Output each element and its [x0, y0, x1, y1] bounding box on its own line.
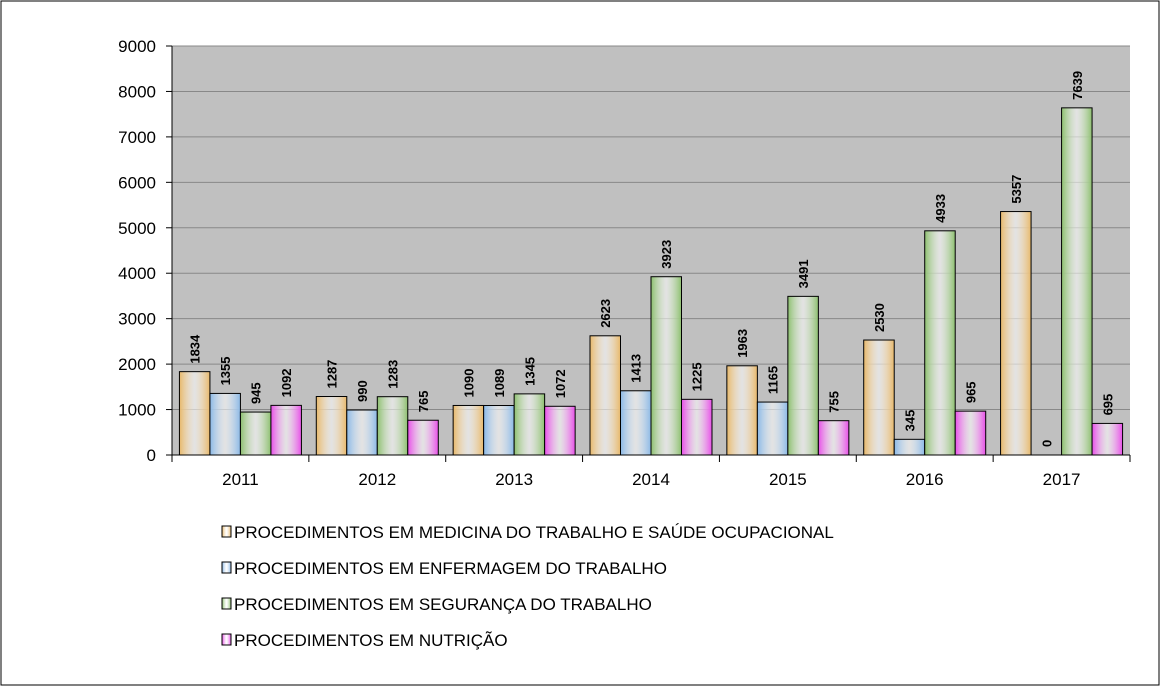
value-label: 945	[249, 382, 264, 404]
legend-swatch	[221, 597, 232, 610]
bar	[178, 371, 211, 456]
value-label: 1090	[461, 369, 476, 398]
value-label: 1963	[735, 329, 750, 358]
y-tick-label: 8000	[118, 82, 156, 101]
x-tick-label: 2017	[1043, 470, 1081, 489]
value-label: 765	[416, 391, 431, 413]
bar	[787, 295, 819, 456]
bar	[650, 276, 682, 456]
legend-label: PROCEDIMENTOS EM SEGURANÇA DO TRABALHO	[234, 595, 652, 614]
x-tick-label: 2014	[632, 470, 670, 489]
legend-swatch	[221, 525, 232, 538]
bar	[1091, 422, 1124, 456]
y-tick-label: 0	[147, 446, 156, 465]
value-label: 1287	[325, 360, 340, 389]
value-label: 3923	[659, 240, 674, 269]
bar	[924, 230, 956, 456]
value-label: 1092	[279, 368, 294, 397]
value-label: 2530	[872, 303, 887, 332]
bar	[756, 401, 789, 456]
legend-label: PROCEDIMENTOS EM ENFERMAGEM DO TRABALHO	[234, 559, 667, 578]
bar	[620, 390, 652, 456]
value-label: 4933	[933, 194, 948, 223]
bar	[1061, 107, 1093, 456]
value-label: 345	[902, 410, 917, 432]
bar	[346, 409, 378, 456]
value-label: 1355	[218, 357, 233, 386]
value-label: 5357	[1009, 175, 1024, 204]
bar	[376, 396, 409, 456]
bar	[726, 365, 758, 456]
legend-label: PROCEDIMENTOS EM MEDICINA DO TRABALHO E …	[234, 523, 834, 542]
bar	[513, 393, 546, 456]
y-tick-label: 5000	[118, 219, 156, 238]
value-label: 1834	[188, 334, 203, 364]
x-tick-label: 2013	[495, 470, 533, 489]
value-label: 1165	[766, 366, 781, 394]
value-label: 7639	[1070, 71, 1085, 100]
bar	[817, 420, 850, 456]
value-label: 1225	[690, 362, 705, 391]
value-label: 1283	[386, 360, 401, 389]
bar	[239, 411, 272, 456]
value-label: 1072	[553, 369, 568, 398]
value-label: 3491	[796, 259, 811, 288]
y-tick-label: 4000	[118, 264, 156, 283]
bar	[863, 339, 895, 456]
legend-label: PROCEDIMENTOS EM NUTRIÇÃO	[234, 631, 508, 650]
y-tick-label: 6000	[118, 173, 156, 192]
value-label: 990	[355, 380, 370, 402]
bar	[544, 405, 576, 456]
bar	[893, 438, 926, 456]
x-tick-label: 2016	[906, 470, 944, 489]
value-label: 965	[963, 381, 978, 403]
value-label: 1345	[522, 357, 537, 386]
x-tick-label: 2012	[358, 470, 396, 489]
bar	[209, 392, 241, 456]
x-tick-label: 2015	[769, 470, 807, 489]
bar	[270, 404, 302, 456]
y-tick-label: 3000	[118, 310, 156, 329]
y-tick-label: 9000	[118, 37, 156, 56]
bar	[407, 419, 439, 456]
value-label: 0	[1039, 440, 1054, 447]
bar	[452, 404, 485, 456]
value-label: 1089	[492, 369, 507, 398]
value-label: 1413	[629, 354, 644, 383]
legend-swatch	[221, 633, 232, 646]
legend-swatch	[221, 561, 232, 574]
bar	[954, 410, 987, 456]
value-label: 755	[827, 391, 842, 413]
y-tick-label: 7000	[118, 128, 156, 147]
bar	[483, 405, 515, 456]
y-tick-label: 2000	[118, 355, 156, 374]
y-tick-label: 1000	[118, 401, 156, 420]
bar	[681, 398, 713, 456]
bar	[315, 396, 348, 456]
bar	[1000, 211, 1032, 456]
x-tick-label: 2011	[222, 470, 259, 489]
bar	[589, 335, 621, 456]
value-label: 695	[1100, 394, 1115, 416]
value-label: 2623	[598, 299, 613, 328]
